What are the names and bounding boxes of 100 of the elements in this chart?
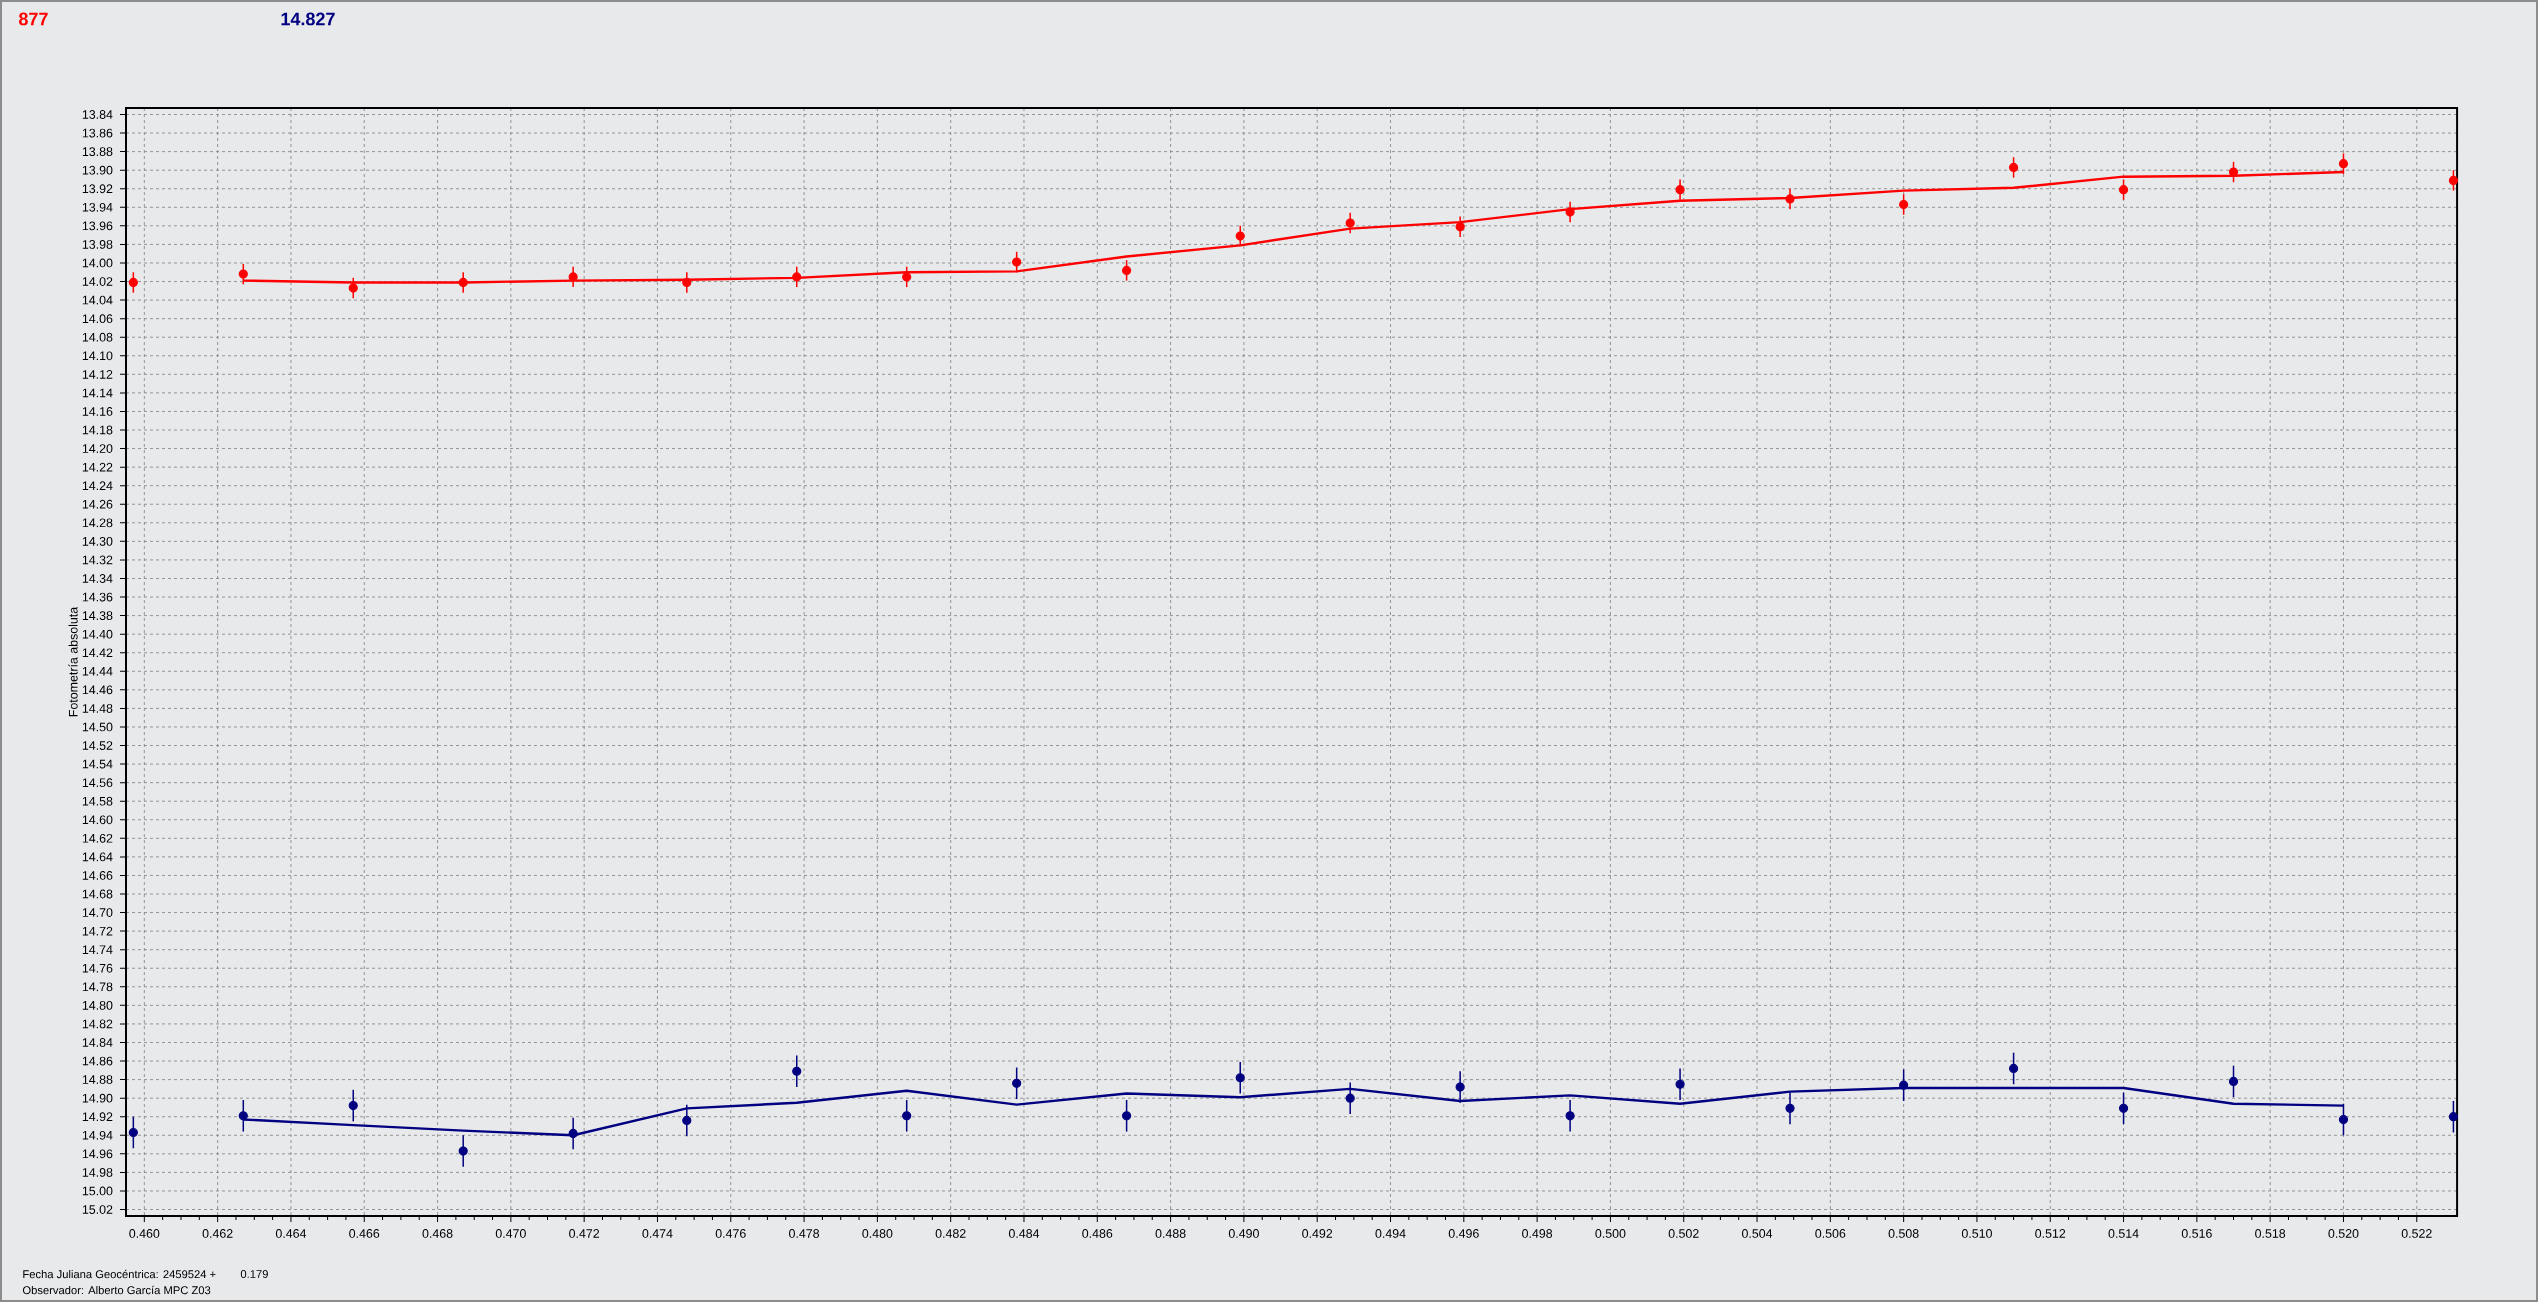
y-tick-label: 13.98 bbox=[82, 240, 113, 249]
y-tick-label: 14.58 bbox=[82, 796, 113, 806]
y-tick-label: 14.60 bbox=[82, 815, 113, 825]
y-tick-label: 14.26 bbox=[82, 499, 113, 509]
x-tick-label: 0.506 bbox=[1815, 1229, 1846, 1238]
text: 14.827 bbox=[281, 12, 335, 26]
point bbox=[1122, 265, 1132, 275]
x-tick-label: 0.504 bbox=[1741, 1229, 1773, 1238]
y-tick-label: 14.32 bbox=[82, 555, 113, 565]
point bbox=[2448, 175, 2459, 185]
y-tick-label: 15.00 bbox=[82, 1186, 113, 1196]
y-tick-label: 14.92 bbox=[82, 1112, 113, 1122]
y-tick-label: 14.74 bbox=[82, 945, 113, 954]
point bbox=[1122, 1111, 1132, 1121]
x-tick-label: 0.510 bbox=[1961, 1229, 1992, 1238]
x-tick-label: 0.520 bbox=[2328, 1229, 2359, 1238]
x-tick-label: 0.496 bbox=[1448, 1229, 1479, 1238]
y-tick-label: 14.02 bbox=[82, 277, 113, 286]
point bbox=[2448, 1112, 2459, 1122]
point bbox=[1899, 199, 1909, 210]
y-tick-label: 14.16 bbox=[82, 407, 113, 416]
point bbox=[2009, 1063, 2019, 1074]
point bbox=[1675, 185, 1685, 195]
x-tick-label: 0.476 bbox=[715, 1229, 746, 1238]
point bbox=[682, 1115, 692, 1126]
y-tick-label: 14.78 bbox=[82, 982, 113, 992]
x-tick-label: 0.518 bbox=[2255, 1229, 2286, 1238]
y-tick-label: 14.66 bbox=[82, 871, 113, 880]
x-tick-label: 0.474 bbox=[642, 1229, 673, 1238]
point bbox=[1899, 1080, 1909, 1090]
y-tick-label: 14.86 bbox=[82, 1056, 113, 1066]
y-tick-label: 14.38 bbox=[82, 611, 113, 620]
x-tick-label: 0.466 bbox=[349, 1229, 380, 1238]
y-tick-label: 14.04 bbox=[82, 295, 113, 305]
y-tick-label: 14.48 bbox=[82, 704, 113, 713]
x-tick-label: 0.472 bbox=[569, 1229, 600, 1238]
y-tick-label: 14.42 bbox=[82, 648, 113, 658]
point bbox=[568, 272, 578, 282]
y-tick-label: 14.70 bbox=[82, 908, 113, 917]
y-tick-label: 14.46 bbox=[82, 685, 113, 695]
y-tick-label: 14.08 bbox=[82, 332, 113, 342]
y-tick-label: 14.00 bbox=[82, 258, 113, 268]
x-tick-label: 0.460 bbox=[129, 1229, 160, 1238]
point bbox=[128, 277, 138, 288]
x-tick-label: 0.462 bbox=[202, 1229, 233, 1238]
y-tick-label: 14.36 bbox=[82, 592, 113, 602]
x-tick-label: 0.482 bbox=[935, 1229, 966, 1238]
point bbox=[1012, 1078, 1022, 1088]
point bbox=[128, 1127, 138, 1138]
y-tick-label: 14.18 bbox=[82, 425, 113, 435]
y-tick-label: 13.86 bbox=[82, 128, 113, 138]
y-tick-label: 14.52 bbox=[82, 741, 113, 750]
y-tick-label: 14.64 bbox=[82, 852, 113, 862]
point bbox=[902, 1111, 912, 1121]
x-tick-label: 0.478 bbox=[789, 1229, 820, 1238]
x-tick-label: 0.490 bbox=[1228, 1229, 1259, 1238]
y-tick-label: 14.56 bbox=[82, 778, 113, 788]
text: Fecha Juliana Geocéntrica: 2459524 + bbox=[23, 1269, 216, 1279]
x-tick-label: 0.468 bbox=[422, 1229, 453, 1238]
y-tick-label: 14.68 bbox=[82, 889, 113, 899]
x-tick-label: 0.470 bbox=[495, 1229, 526, 1238]
y-tick-label: 14.80 bbox=[82, 1000, 113, 1010]
x-tick-label: 0.514 bbox=[2108, 1229, 2139, 1238]
x-tick-label: 0.494 bbox=[1375, 1229, 1406, 1238]
y-tick-label: 14.24 bbox=[82, 481, 113, 491]
point bbox=[792, 1066, 802, 1076]
point bbox=[2228, 1076, 2239, 1087]
y-tick-label: 14.72 bbox=[82, 926, 113, 936]
point bbox=[1785, 1103, 1795, 1113]
y-tick-label: 14.12 bbox=[82, 370, 113, 379]
point bbox=[1565, 1111, 1575, 1121]
y-tick-label: 13.94 bbox=[82, 202, 113, 212]
y-tick-label: 14.14 bbox=[82, 388, 113, 398]
point bbox=[348, 283, 358, 293]
point bbox=[2338, 1114, 2349, 1125]
point bbox=[1235, 231, 1245, 241]
point bbox=[458, 1146, 468, 1156]
x-tick-label: 0.480 bbox=[862, 1229, 893, 1238]
y-tick-label: 14.88 bbox=[82, 1075, 113, 1084]
point bbox=[1455, 1082, 1465, 1092]
y-tick-label: 13.90 bbox=[82, 165, 113, 175]
x-tick-label: 0.512 bbox=[2035, 1229, 2066, 1238]
point bbox=[1675, 1079, 1685, 1089]
point bbox=[1455, 222, 1465, 232]
y-tick-label: 14.30 bbox=[82, 536, 113, 546]
y-tick-label: 14.76 bbox=[82, 963, 113, 973]
text: Observador: Alberto García MPC Z03 bbox=[22, 1285, 211, 1295]
x-tick-label: 0.464 bbox=[275, 1229, 307, 1238]
x-tick-label: 0.498 bbox=[1522, 1229, 1553, 1238]
y-tick-label: 14.62 bbox=[82, 833, 113, 843]
y-tick-label: 14.90 bbox=[82, 1093, 113, 1103]
y-tick-label: 14.54 bbox=[82, 759, 113, 769]
x-tick-label: 0.500 bbox=[1595, 1229, 1626, 1238]
point bbox=[792, 272, 802, 282]
y-tick-label: 14.44 bbox=[82, 667, 113, 676]
x-tick-label: 0.488 bbox=[1155, 1229, 1186, 1238]
y-axis-title: Fotometría absoluta bbox=[68, 606, 78, 717]
point bbox=[682, 277, 692, 288]
x-tick-label: 0.502 bbox=[1668, 1229, 1699, 1238]
y-tick-label: 14.34 bbox=[82, 574, 113, 583]
